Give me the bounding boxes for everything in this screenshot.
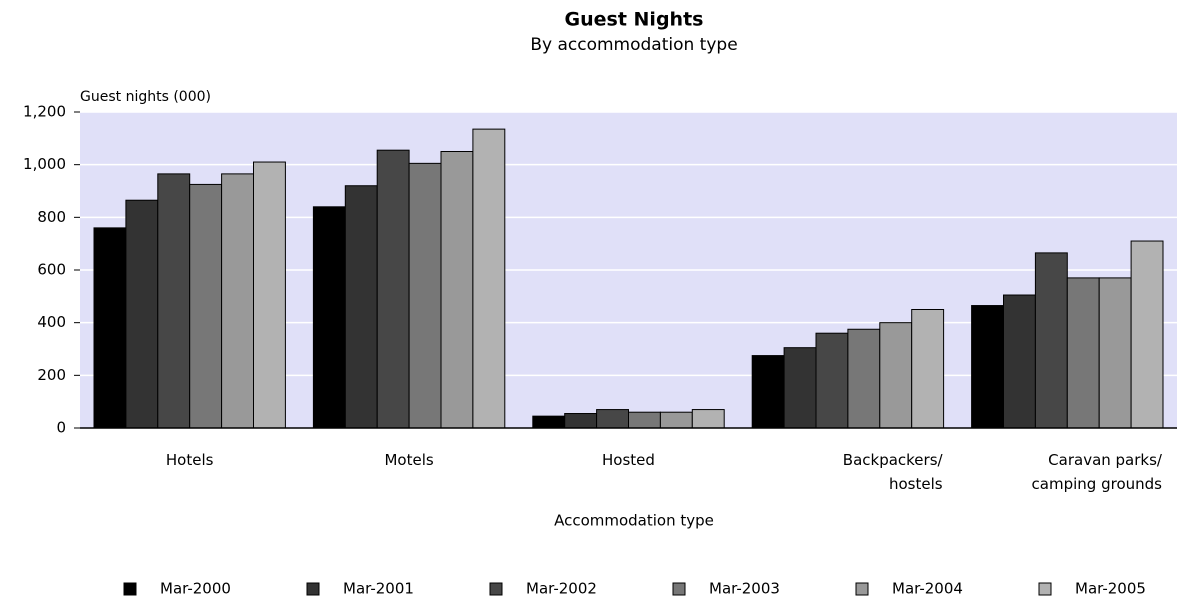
bar [911,309,945,429]
bar [1098,277,1132,429]
legend-label: Mar-2005 [1075,580,1146,598]
legend-label: Mar-2000 [160,580,231,598]
bar [564,413,598,429]
bar [1034,252,1068,429]
x-tick-label: Motels [384,451,434,469]
legend-swatch [489,582,503,596]
y-axis-label: Guest nights (000) [80,89,211,105]
legend-swatch [672,582,686,596]
bar [751,355,785,429]
bar [879,322,913,429]
bar [596,409,629,429]
bar [312,206,346,429]
y-tick-label: 600 [37,261,66,279]
bar [440,151,474,429]
chart-title: Guest Nights [565,9,704,31]
chart-subtitle: By accommodation type [530,35,737,55]
bar [532,415,566,429]
x-tick-label: Hosted [602,451,655,469]
y-tick-label: 200 [37,366,66,384]
bar [344,185,378,429]
bar [376,149,410,429]
bar [93,227,127,429]
legend-label: Mar-2004 [892,580,963,598]
bar [783,347,817,429]
bar [408,162,442,429]
legend-swatch [306,582,320,596]
bar [125,199,159,429]
y-tick-label: 1,000 [23,155,66,173]
legend-swatch [1038,582,1052,596]
bar [1003,294,1036,429]
x-axis-label: Accommodation type [554,512,714,530]
bar [472,128,506,429]
bar [691,409,725,429]
y-tick-label: 800 [37,208,66,226]
bar [628,411,661,429]
bar [221,173,255,429]
legend-swatch [123,582,137,596]
legend-label: Mar-2002 [526,580,597,598]
bar [157,173,191,429]
x-tick-label: Caravan parks/ camping grounds [1031,451,1162,493]
y-tick-label: 1,200 [23,103,66,121]
bar [847,328,881,429]
bar [971,305,1004,429]
bar [189,183,223,429]
legend-label: Mar-2003 [709,580,780,598]
bar [253,161,286,429]
y-tick-label: 400 [37,313,66,331]
bar [659,411,693,429]
x-tick-label: Backpackers/ hostels [842,451,943,493]
x-tick-label: Hotels [165,451,214,469]
bar [815,332,849,429]
legend-label: Mar-2001 [343,580,414,598]
bar [1066,277,1100,429]
legend-swatch [855,582,869,596]
y-tick-label: 0 [56,419,66,437]
bar [1130,240,1164,429]
